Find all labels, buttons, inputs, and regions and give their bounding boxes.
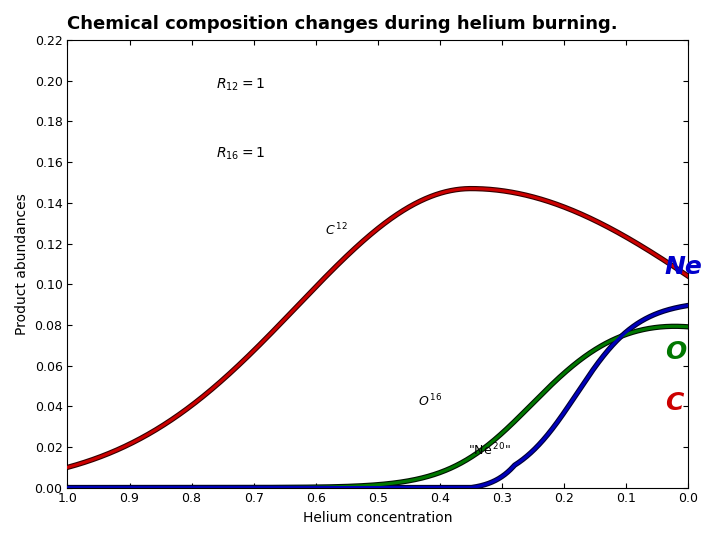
Text: "Ne$\,^{20}$": "Ne$\,^{20}$" — [468, 441, 511, 458]
Text: O: O — [665, 340, 686, 364]
Text: $C\,^{12}$: $C\,^{12}$ — [325, 222, 348, 238]
Text: $O\,^{16}$: $O\,^{16}$ — [418, 393, 443, 409]
Text: Ne: Ne — [665, 255, 703, 279]
Text: Chemical composition changes during helium burning.: Chemical composition changes during heli… — [68, 15, 618, 33]
Text: $R_{16} = 1$: $R_{16} = 1$ — [217, 146, 266, 163]
Text: C: C — [665, 392, 683, 415]
Text: $R_{12} = 1$: $R_{12} = 1$ — [217, 77, 266, 93]
X-axis label: Helium concentration: Helium concentration — [303, 511, 453, 525]
Y-axis label: Product abundances: Product abundances — [15, 193, 29, 335]
